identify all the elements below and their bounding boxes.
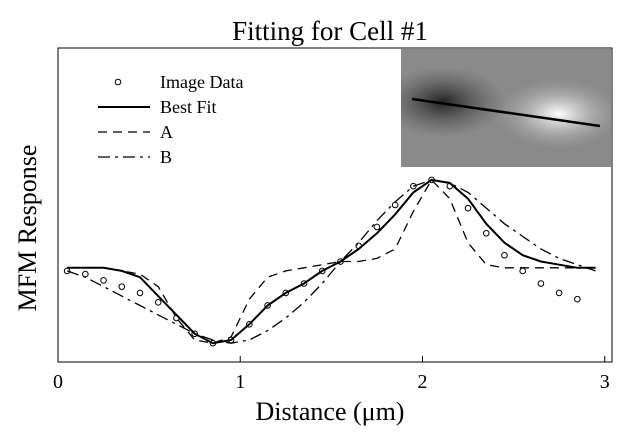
x-tick-label: 3 [600, 371, 610, 393]
data-point [574, 295, 581, 303]
data-point [410, 182, 417, 190]
series-line [66, 179, 596, 344]
data-point [264, 302, 271, 309]
data-point [191, 330, 198, 338]
data-point [246, 321, 253, 328]
legend-label: Image Data [160, 72, 243, 92]
data-point [537, 280, 545, 287]
x-axis-label: Distance (μm) [256, 397, 405, 426]
data-point [391, 201, 399, 209]
data-point [118, 283, 126, 290]
data-point [519, 267, 527, 275]
data-point [154, 299, 162, 306]
y-axis-label: MFM Response [13, 145, 42, 312]
data-point [464, 204, 472, 212]
x-tick-label: 1 [235, 371, 245, 393]
data-point [555, 289, 563, 297]
data-point [300, 280, 308, 287]
data-point [373, 223, 381, 231]
data-point [282, 289, 290, 297]
x-tick-label: 0 [53, 371, 63, 393]
x-tick-label: 2 [417, 371, 427, 393]
plot-frame [57, 47, 613, 363]
legend-label: B [160, 147, 172, 167]
data-point [318, 267, 326, 275]
inset-image [401, 49, 611, 167]
chart-title: Fitting for Cell #1 [232, 16, 428, 46]
legend-label: A [160, 122, 173, 142]
legend-marker [114, 78, 122, 86]
data-point [100, 277, 107, 284]
series-line [67, 178, 596, 345]
data-point [501, 251, 508, 259]
data-point [136, 289, 144, 297]
legend-label: Best Fit [160, 97, 217, 117]
data-point [482, 229, 490, 237]
series-line [67, 178, 596, 344]
